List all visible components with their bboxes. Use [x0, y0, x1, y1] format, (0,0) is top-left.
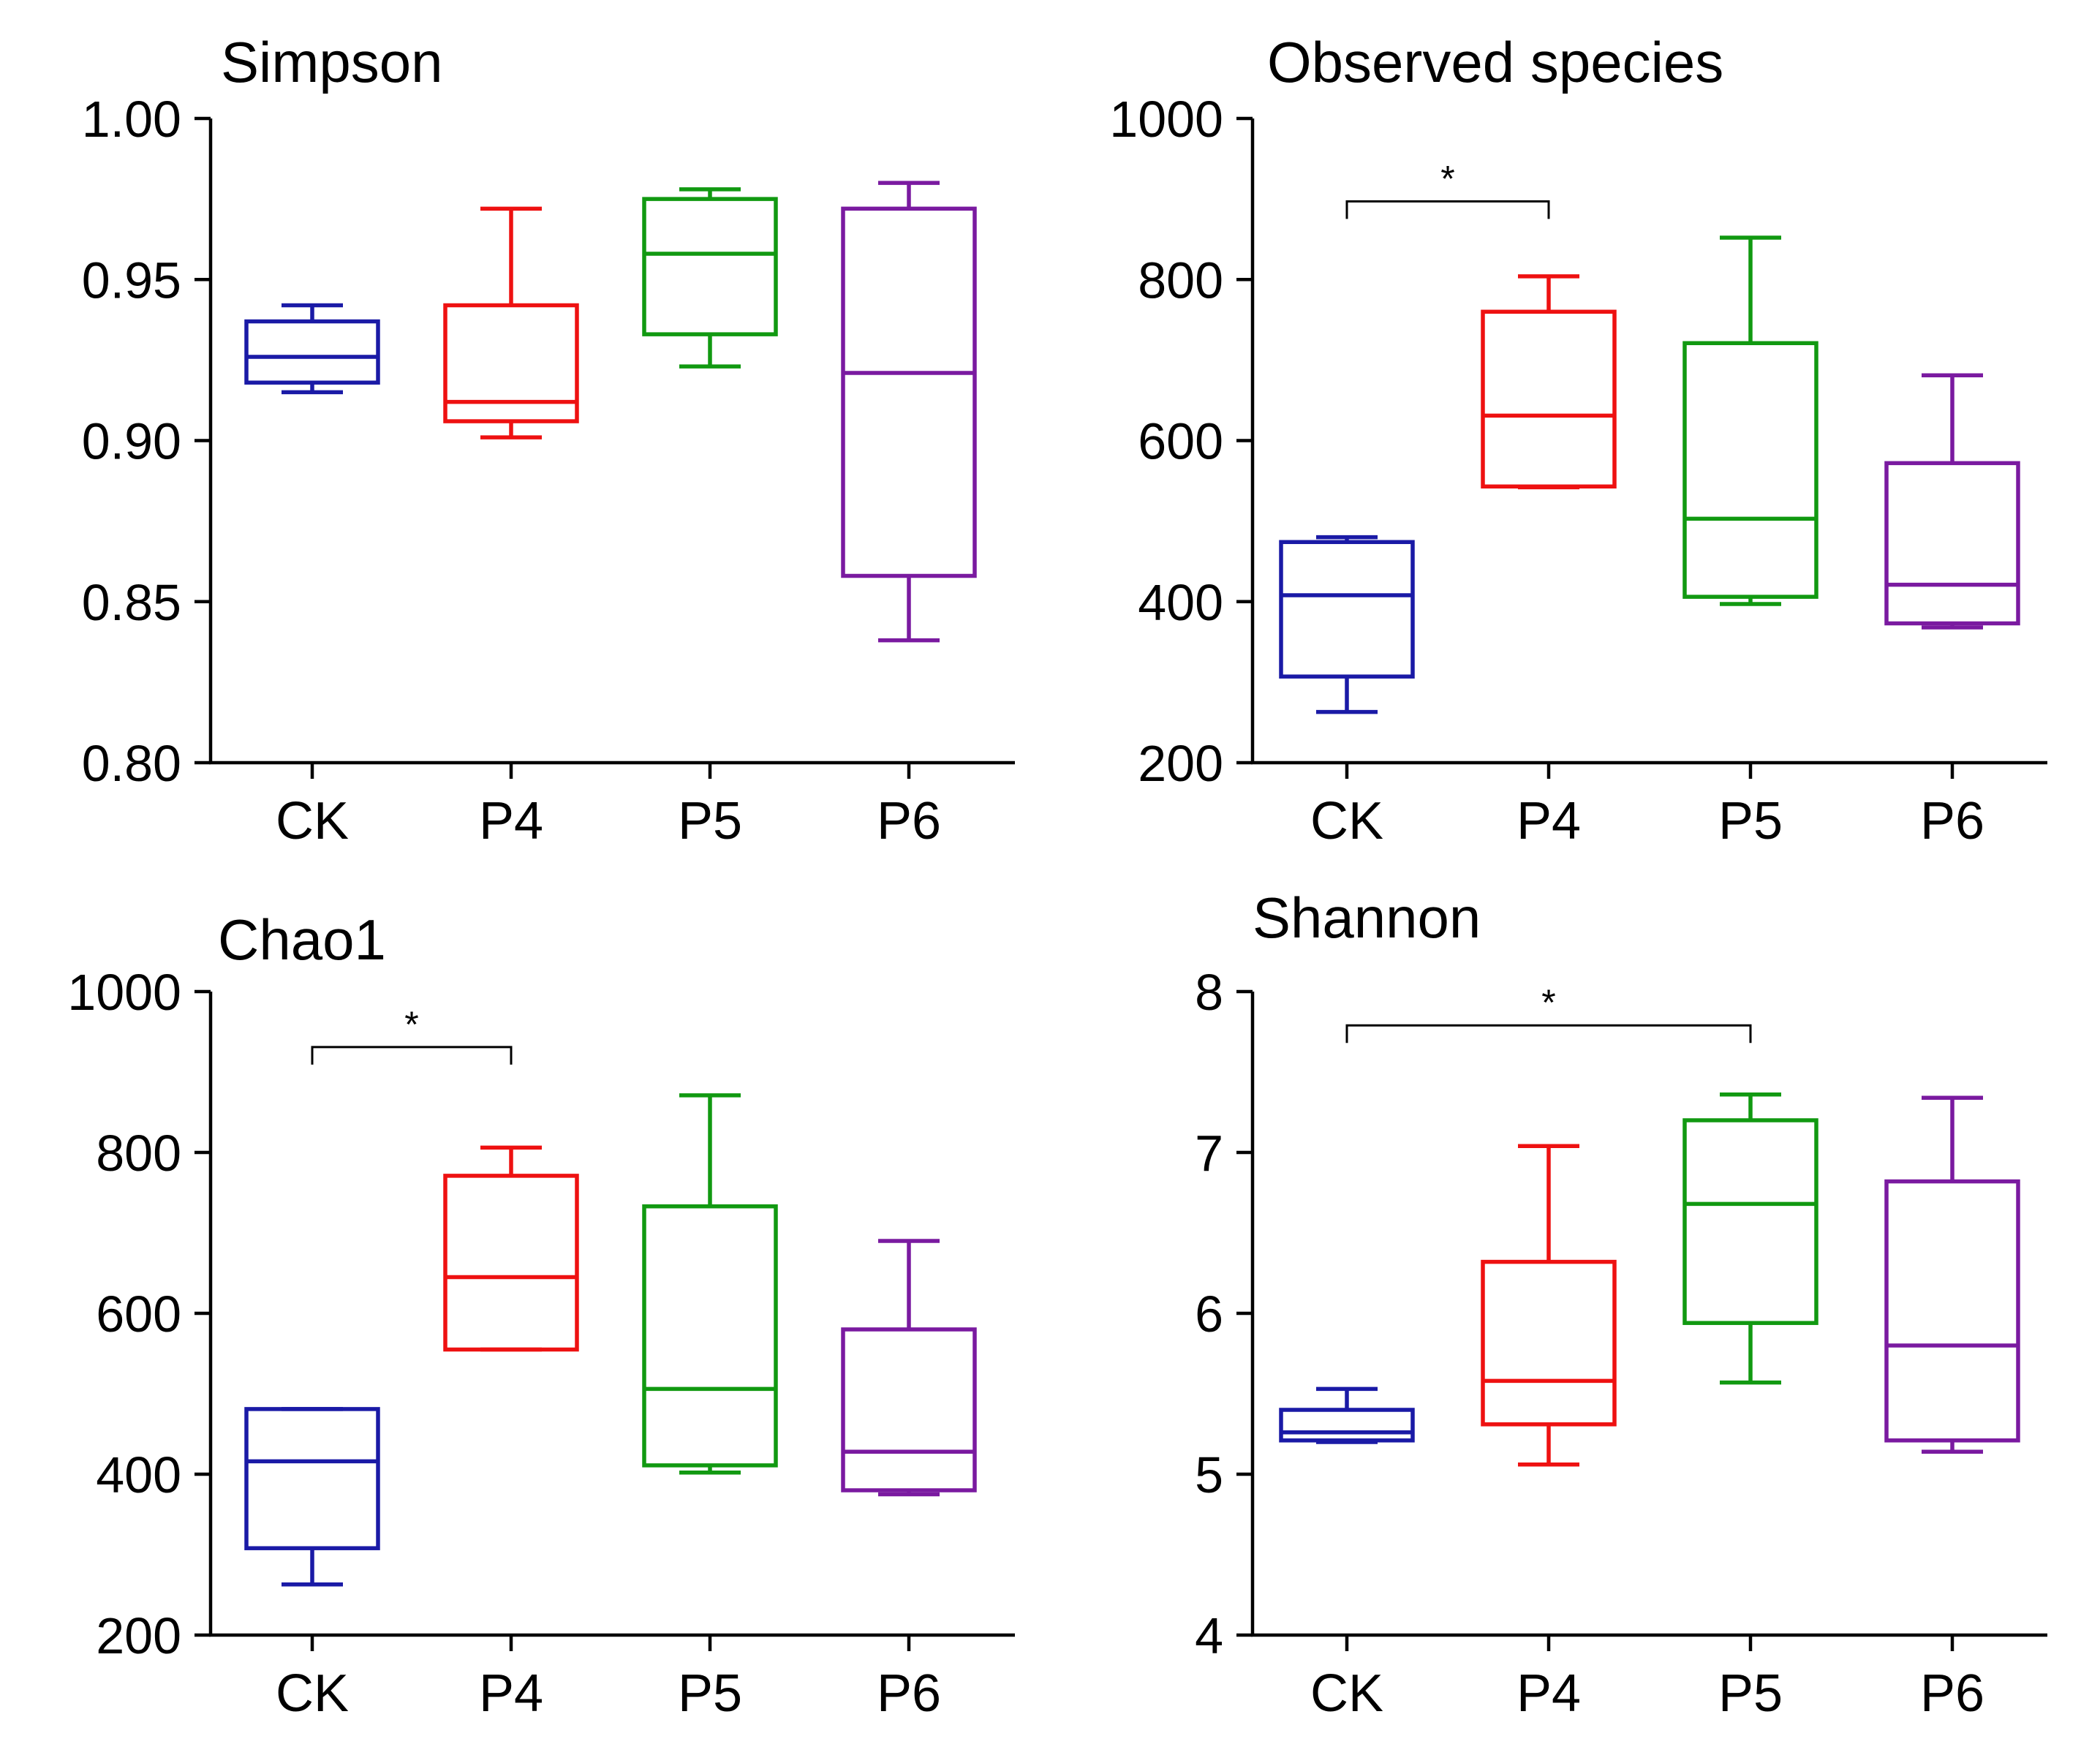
box-ck: [1279, 1386, 1415, 1444]
category-label: CK: [1310, 792, 1383, 850]
category-label: CK: [276, 792, 349, 850]
y-tick-label: 800: [96, 1125, 181, 1182]
y-tick-label: 400: [1138, 574, 1223, 631]
box-iqr: [1884, 461, 2020, 626]
box-iqr: [642, 1204, 778, 1468]
panel-title: Shannon: [1253, 886, 1481, 950]
box-p6: [841, 181, 977, 643]
box-ck: [244, 1407, 380, 1587]
box-p5: [642, 187, 778, 369]
panel-shannon: Shannon 4 5 6 7 8 CK P4 P5 P6 *: [1195, 886, 2047, 1723]
category-label: P4: [479, 792, 543, 850]
category-label: P5: [678, 1664, 742, 1723]
significance-bracket: *: [1345, 158, 1550, 219]
panel-title: Observed species: [1267, 30, 1723, 94]
category-label: CK: [276, 1664, 349, 1723]
box-p4: [443, 206, 579, 439]
panel-title: Simpson: [221, 30, 442, 94]
y-tick-label: 800: [1138, 252, 1223, 309]
box-iqr: [1682, 1118, 1818, 1325]
bracket-line: [1345, 1024, 1752, 1043]
y-tick-label: 600: [1138, 413, 1223, 470]
box-iqr: [642, 197, 778, 336]
box-p6: [1884, 373, 2020, 630]
y-tick-label: 200: [96, 1607, 181, 1664]
panel-chao1: Chao1 200 400 600 800 1000 CK P4 P5 P6 *: [67, 907, 1015, 1723]
significance-label: *: [404, 1004, 418, 1045]
box-iqr: [1279, 1408, 1415, 1443]
category-label: P4: [479, 1664, 543, 1723]
panel-observed-species: Observed species 200 400 600 800 1000 CK P4 P5 P6…: [1109, 30, 2047, 850]
box-iqr: [841, 206, 977, 578]
panel-simpson: Simpson 0.80 0.85 0.90 0.95 1.00 CK P4 P5 P6: [82, 30, 1015, 850]
y-tick-label: 5: [1195, 1446, 1223, 1503]
y-tick-label: 600: [96, 1286, 181, 1343]
bracket-line: [311, 1046, 513, 1065]
box-p5: [642, 1093, 778, 1475]
box-iqr: [1481, 309, 1617, 489]
box-p4: [443, 1145, 579, 1352]
significance-bracket: *: [311, 1004, 513, 1065]
y-tick-label: 4: [1195, 1607, 1223, 1664]
category-label: CK: [1310, 1664, 1383, 1723]
box-p4: [1481, 1144, 1617, 1467]
y-tick-label: 6: [1195, 1286, 1223, 1343]
box-p6: [841, 1239, 977, 1497]
category-label: P5: [1718, 792, 1783, 850]
y-tick-label: 1.00: [82, 91, 181, 148]
significance-bracket: *: [1345, 982, 1752, 1043]
category-label: P6: [1920, 792, 1984, 850]
category-label: P4: [1517, 1664, 1581, 1723]
box-ck: [1279, 535, 1415, 714]
category-label: P6: [877, 1664, 941, 1723]
box-p5: [1682, 1092, 1818, 1385]
y-tick-label: 0.80: [82, 735, 181, 792]
box-iqr: [1279, 540, 1415, 679]
box-p4: [1481, 274, 1617, 490]
category-label: P4: [1517, 792, 1581, 850]
box-iqr: [1682, 341, 1818, 599]
box-iqr: [841, 1327, 977, 1492]
bracket-line: [1345, 200, 1550, 219]
significance-label: *: [1440, 158, 1454, 199]
box-iqr: [443, 1174, 579, 1352]
box-iqr: [1884, 1179, 2020, 1443]
panel-title: Chao1: [218, 907, 386, 972]
y-tick-label: 0.90: [82, 413, 181, 470]
y-tick-label: 0.85: [82, 574, 181, 631]
y-tick-label: 8: [1195, 964, 1223, 1021]
category-label: P5: [1718, 1664, 1783, 1723]
box-ck: [244, 303, 380, 395]
y-tick-label: 7: [1195, 1125, 1223, 1182]
box-p5: [1682, 235, 1818, 606]
box-iqr: [244, 319, 380, 385]
box-iqr: [443, 303, 579, 423]
y-tick-label: 200: [1138, 735, 1223, 792]
box-p6: [1884, 1095, 2020, 1454]
box-iqr: [244, 1407, 380, 1550]
category-label: P6: [877, 792, 941, 850]
y-tick-label: 400: [96, 1446, 181, 1503]
y-tick-label: 0.95: [82, 252, 181, 309]
category-label: P5: [678, 792, 742, 850]
y-tick-label: 1000: [67, 964, 181, 1021]
box-iqr: [1481, 1259, 1617, 1427]
significance-label: *: [1541, 982, 1555, 1023]
y-tick-label: 1000: [1109, 91, 1223, 148]
category-label: P6: [1920, 1664, 1984, 1723]
